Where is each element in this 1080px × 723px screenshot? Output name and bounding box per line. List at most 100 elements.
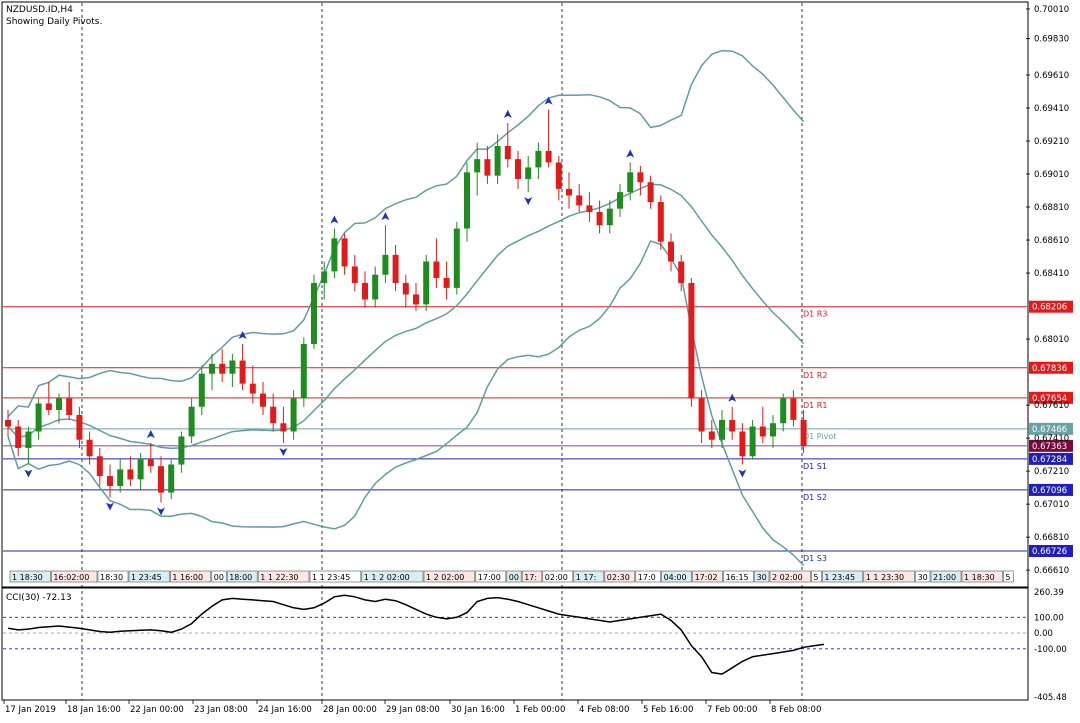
candle-body-15 [158,466,164,493]
session-box-7 [257,570,310,583]
session-box-1 [51,570,98,583]
candle-body-42 [433,261,440,278]
session-label-28: 1 18:30 [964,573,995,582]
candle-body-39 [402,282,409,295]
session-box-19 [692,570,723,583]
cci-panel[interactable] [1,587,1029,701]
fractal-up-arrow-23 [238,331,247,340]
session-box-27 [930,570,962,583]
session-box-12 [506,570,522,583]
candle-body-5 [56,398,62,411]
candle-body-44 [453,228,460,288]
session-label-16: 02:30 [607,573,630,582]
session-label-18: 04:00 [664,573,687,582]
price-tick-label-13: 0.67010 [1034,500,1069,510]
candle-body-49 [504,145,511,160]
candle-body-10 [107,476,113,486]
session-box-4 [170,570,212,583]
session-label-6: 18:00 [229,573,252,582]
candle-body-0 [5,419,11,427]
candle-body-62 [637,172,644,183]
candle-body-27 [280,423,287,432]
candle-body-13 [137,459,144,480]
price-tick-label-11: 0.67410 [1034,434,1069,444]
session-box-13 [521,570,543,583]
cci-label: CCI(30) -72.13 [6,593,72,603]
pivot-label-1: D1 R2 [803,371,827,380]
candle-body-8 [86,439,93,457]
fractal-up-arrow-37 [381,212,390,221]
session-box-26 [915,570,931,583]
session-label-22: 2 02:00 [772,573,803,582]
cci-indicator: 260.39 100.00 0.00 -100.00 -405.48 [3,588,1067,703]
candle-body-21 [219,363,226,374]
candle-body-35 [362,282,368,300]
candle-body-4 [45,403,52,411]
pivot-price-tag-3 [1029,422,1073,435]
session-box-24 [822,570,864,583]
session-label-7: 1 1 22:30 [260,573,298,582]
price-tick-label-5: 0.69010 [1034,170,1069,180]
symbol-label: NZDUSD.ID,H4 [6,5,73,15]
candle-body-30 [311,282,317,345]
candle-body-16 [168,464,175,493]
time-axis: 17 Jan 2019 18 Jan 16:00 22 Jan 00:00 23 Ja… [3,700,821,715]
pivot-label-5: D1 S2 [803,493,827,502]
candle-body-18 [188,406,195,437]
candle-body-1 [15,426,22,449]
session-box-28 [961,570,1003,583]
candle-body-58 [596,211,603,226]
pivot-price-text-3: 0.67466 [1032,425,1067,435]
time-tick-label-7: 30 Jan 16:00 [451,705,505,715]
candle-body-26 [270,406,277,424]
candle-body-73 [749,426,756,457]
cci-tick-label-1: 100.00 [1034,613,1064,623]
candle-body-11 [117,469,124,486]
candle-body-2 [25,431,32,449]
price-panel[interactable] [1,1,1029,588]
time-tick-label-12: 8 Feb 08:00 [771,705,821,715]
session-box-22 [769,570,811,583]
candle-body-43 [443,277,450,288]
candle-body-65 [668,241,674,262]
session-label-9: 1 1 2 02:00 [364,573,410,582]
session-label-23: 5 [813,573,818,582]
candle-body-55 [566,188,572,196]
session-label-5: 00 [214,573,224,582]
session-label-25: 1 1 23:30 [866,573,904,582]
candle-body-46 [474,159,481,173]
fractal-down-arrow-51 [524,197,533,206]
candle-body-33 [341,238,348,267]
pivot-price-text-5: 0.67096 [1032,486,1067,496]
time-tick-label-11: 7 Feb 00:00 [707,705,757,715]
pivot-price-tag-0 [1029,300,1073,313]
fractal-arrows [24,96,747,516]
pivot-label-3: D1 Pivot [803,432,836,441]
candle-body-63 [647,182,654,203]
time-tick-label-6: 29 Jan 08:00 [386,705,440,715]
session-label-12: 00 [509,573,519,582]
cci-tick-label-4: -405.48 [1034,693,1067,703]
candle-body-69 [708,431,715,440]
candle-body-3 [35,403,42,432]
session-box-3 [128,570,170,583]
pivot-price-text-4: 0.67284 [1032,455,1067,465]
fractal-up-arrow-71 [728,393,737,402]
price-axis: 0.70010 0.69830 0.69610 0.69410 0.69210 0.690… [1026,5,1069,576]
candle-body-72 [739,431,746,457]
session-label-4: 1 16:00 [172,573,203,582]
time-tick-label-1: 18 Jan 16:00 [67,705,121,715]
price-tick-label-2: 0.69610 [1034,71,1069,81]
candle-body-9 [96,456,103,477]
price-tick-label-0: 0.70010 [1034,5,1069,15]
cci-tick-label-0: 260.39 [1034,588,1064,598]
session-label-11: 17:00 [478,573,501,582]
session-label-10: 1 2 02:00 [426,573,464,582]
fractal-up-arrow-61 [626,149,635,158]
candle-body-66 [678,261,685,283]
fractal-up-arrow-53 [544,96,553,105]
pivot-label-6: D1 S3 [803,554,827,563]
session-label-3: 1 23:45 [131,573,162,582]
